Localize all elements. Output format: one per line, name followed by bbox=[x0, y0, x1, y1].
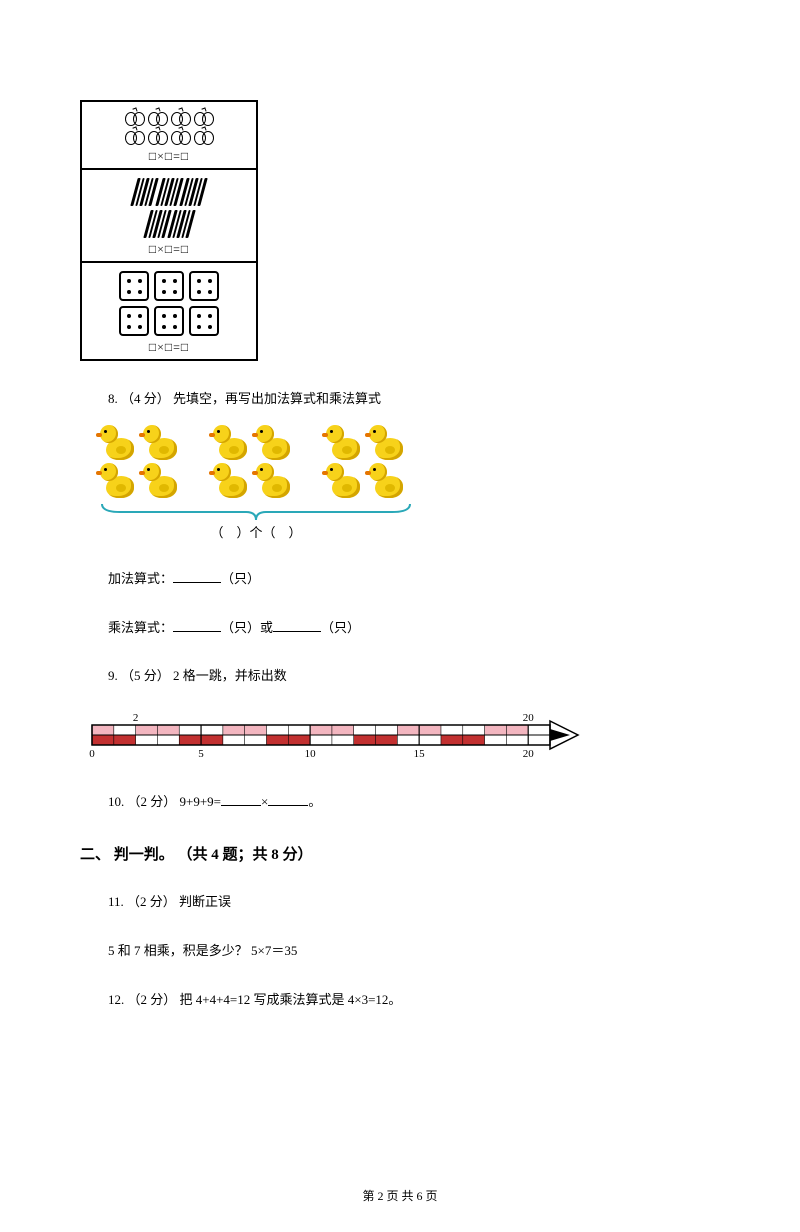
duck-icon bbox=[326, 463, 366, 498]
duck-icon bbox=[213, 425, 253, 460]
dice-icon bbox=[119, 306, 149, 336]
apple-icon bbox=[194, 129, 214, 145]
brace-label: （ ）个（ ） bbox=[100, 522, 412, 541]
page-footer: 第 2 页 共 6 页 bbox=[0, 1187, 800, 1204]
svg-text:5: 5 bbox=[198, 748, 204, 760]
label: 加法算式： bbox=[108, 571, 173, 586]
svg-text:2: 2 bbox=[133, 712, 139, 724]
q11-line1: 11. （2 分） 判断正误 bbox=[108, 892, 720, 913]
formula-text: □×□=□ bbox=[86, 242, 252, 257]
unit: （只） bbox=[321, 620, 360, 635]
svg-text:10: 10 bbox=[305, 748, 317, 760]
q8-addition: 加法算式： （只） bbox=[108, 569, 720, 590]
blank[interactable] bbox=[273, 618, 321, 632]
unit: （只）或 bbox=[221, 620, 273, 635]
stick-bundle bbox=[130, 178, 158, 206]
apple-icon bbox=[125, 129, 145, 145]
blank[interactable] bbox=[173, 569, 221, 583]
svg-text:20: 20 bbox=[523, 748, 535, 760]
sticks-row-2 bbox=[86, 210, 252, 238]
apple-icon bbox=[194, 110, 214, 126]
stick-bundle bbox=[179, 178, 207, 206]
dice-icon bbox=[189, 306, 219, 336]
q11-line2: 5 和 7 相乘，积是多少？ 5×7＝35 bbox=[108, 941, 720, 962]
apple-icon bbox=[125, 110, 145, 126]
apple-icon bbox=[148, 129, 168, 145]
picture-formula-table: □×□=□ □×□=□ □×□=□ bbox=[80, 100, 258, 361]
sticks-row-1 bbox=[86, 178, 252, 206]
q12-text: 12. （2 分） 把 4+4+4=12 写成乘法算式是 4×3=12。 bbox=[108, 990, 720, 1011]
svg-text:0: 0 bbox=[89, 748, 95, 760]
stick-bundle bbox=[167, 210, 195, 238]
cell-dice: □×□=□ bbox=[82, 263, 256, 359]
dice-icon bbox=[154, 271, 184, 301]
duck-icon bbox=[256, 425, 296, 460]
duck-icon bbox=[369, 463, 409, 498]
duck-icon bbox=[143, 463, 183, 498]
q10-c: 。 bbox=[308, 794, 321, 809]
q8-text: 8. （4 分） 先填空，再写出加法算式和乘法算式 bbox=[108, 389, 720, 410]
q10: 10. （2 分） 9+9+9= × 。 bbox=[108, 792, 720, 813]
svg-text:15: 15 bbox=[414, 748, 426, 760]
dice-icon bbox=[154, 306, 184, 336]
q8-multiplication: 乘法算式： （只）或 （只） bbox=[108, 618, 720, 639]
formula-text: □×□=□ bbox=[86, 340, 252, 355]
duck-group bbox=[326, 425, 409, 498]
cell-sticks: □×□=□ bbox=[82, 170, 256, 263]
dice-grid bbox=[86, 271, 252, 336]
blank[interactable] bbox=[268, 792, 308, 806]
duck-icon bbox=[369, 425, 409, 460]
svg-text:20: 20 bbox=[523, 712, 535, 724]
duck-group bbox=[213, 425, 296, 498]
unit: （只） bbox=[221, 571, 260, 586]
cell-apples: □×□=□ bbox=[82, 102, 256, 170]
brace bbox=[100, 502, 412, 520]
duck-icon bbox=[100, 463, 140, 498]
blank[interactable] bbox=[221, 792, 261, 806]
duck-icon bbox=[213, 463, 253, 498]
duck-icon bbox=[326, 425, 366, 460]
number-line-figure: 2 20 0 5 10 15 20 bbox=[80, 705, 720, 764]
duck-icon bbox=[256, 463, 296, 498]
apple-icon bbox=[171, 110, 191, 126]
duck-icon bbox=[143, 425, 183, 460]
apple-row-1 bbox=[86, 110, 252, 126]
duck-group bbox=[100, 425, 183, 498]
stick-bundle bbox=[155, 178, 183, 206]
label: 乘法算式： bbox=[108, 620, 173, 635]
apple-row-2 bbox=[86, 129, 252, 145]
apple-icon bbox=[148, 110, 168, 126]
q10-b: × bbox=[261, 794, 268, 809]
section-2-heading: 二、 判一判。 （共 4 题；共 8 分） bbox=[80, 843, 720, 864]
stick-bundle bbox=[143, 210, 171, 238]
q9-text: 9. （5 分） 2 格一跳，并标出数 bbox=[108, 666, 720, 687]
blank[interactable] bbox=[173, 618, 221, 632]
duck-icon bbox=[100, 425, 140, 460]
ducks-figure bbox=[100, 425, 720, 498]
dice-icon bbox=[119, 271, 149, 301]
q10-a: 10. （2 分） 9+9+9= bbox=[108, 794, 221, 809]
apple-icon bbox=[171, 129, 191, 145]
formula-text: □×□=□ bbox=[86, 149, 252, 164]
dice-icon bbox=[189, 271, 219, 301]
